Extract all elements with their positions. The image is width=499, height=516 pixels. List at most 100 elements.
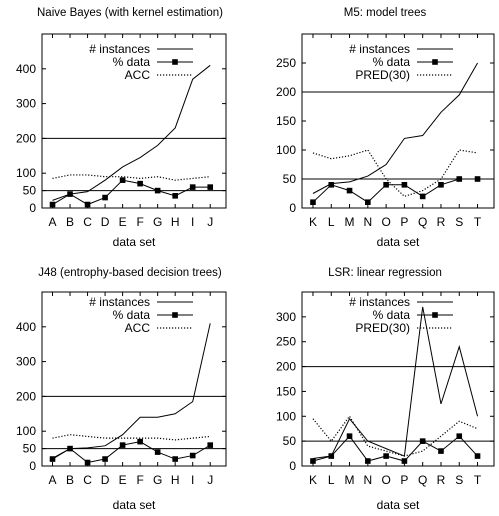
legend-swatch-marker — [172, 312, 178, 318]
data-point — [137, 180, 143, 187]
series-line-1 — [52, 179, 211, 206]
x-tick-label: D — [101, 215, 110, 229]
legend-entry-label: % data — [373, 308, 411, 322]
y-tick-label: 150 — [276, 384, 296, 398]
series-line-2 — [52, 174, 211, 181]
series-line-1 — [312, 435, 478, 462]
data-point — [383, 182, 389, 188]
data-point — [346, 187, 353, 194]
y-tick-label: 200 — [16, 131, 36, 145]
chart-panel-2: M5: model trees 0 50 100 150 200 250 K L M N O P Q R S T… — [276, 7, 495, 249]
y-tick-label: 250 — [276, 335, 296, 349]
series-line-0 — [312, 306, 479, 460]
series-line-1 — [312, 178, 478, 203]
data-point — [383, 453, 389, 459]
legend-entry-label: PRED(30) — [355, 321, 410, 335]
x-tick-label: J — [207, 473, 213, 487]
x-tick-label: F — [136, 473, 143, 487]
y-tick-label: 0 — [289, 459, 296, 473]
data-layer — [310, 306, 481, 464]
y-tick-label: 300 — [16, 97, 36, 111]
y-tick-label: 50 — [23, 184, 37, 198]
y-tick-label: 50 — [283, 172, 297, 186]
data-point — [84, 459, 91, 466]
data-point — [328, 182, 335, 188]
x-tick-label: Q — [418, 215, 427, 229]
data-point — [474, 453, 481, 459]
chart-panel-4: LSR: linear regression 0 50 100 150 200 250 300… — [276, 267, 495, 512]
legend-entry-label: % data — [113, 55, 151, 69]
data-point — [154, 449, 161, 455]
series-line-0 — [52, 64, 211, 201]
series-line-0 — [52, 323, 211, 459]
legend-entry-label: # instances — [349, 42, 410, 56]
data-point — [438, 448, 444, 454]
chart-title: J48 (entrophy-based decision trees) — [38, 267, 222, 279]
data-point — [172, 456, 178, 462]
data-point — [365, 458, 371, 464]
chart-panel-3: J48 (entrophy-based decision trees) 0 50 10… — [16, 267, 227, 512]
data-point — [189, 452, 196, 459]
x-tick-label: G — [153, 215, 162, 229]
y-tick-label: 200 — [276, 85, 296, 99]
y-tick-label: 100 — [16, 166, 36, 180]
y-tick-label: 400 — [16, 320, 36, 334]
x-axis-label: data set — [113, 498, 156, 512]
x-tick-label: I — [191, 215, 194, 229]
x-tick-label: L — [328, 473, 335, 487]
data-point — [419, 193, 426, 200]
data-point — [137, 438, 143, 445]
data-point — [102, 194, 108, 201]
y-tick-label: 400 — [16, 62, 36, 76]
chart-panel-1: Naive Bayes (with kernel estimation) 0 50 1… — [16, 7, 227, 249]
x-tick-label: S — [455, 215, 463, 229]
data-point — [49, 456, 56, 462]
x-tick-label: K — [309, 215, 317, 229]
data-point — [119, 177, 126, 183]
x-tick-label: P — [400, 215, 408, 229]
data-point — [119, 442, 126, 448]
data-point — [456, 433, 463, 439]
legend-swatch-marker — [172, 59, 178, 65]
x-tick-label: O — [381, 473, 390, 487]
plot-frame — [301, 291, 495, 467]
x-axis-label: data set — [377, 498, 420, 512]
chart-title: M5: model trees — [344, 7, 427, 19]
data-point — [67, 445, 73, 452]
y-tick-label: 0 — [29, 459, 36, 473]
x-tick-label: D — [101, 473, 110, 487]
data-point — [438, 182, 444, 188]
plot-frame — [41, 33, 227, 209]
x-tick-label: M — [345, 473, 355, 487]
x-tick-label: L — [328, 215, 335, 229]
legend-swatch-marker — [432, 312, 438, 318]
plot-frame — [41, 291, 227, 467]
data-point — [207, 442, 214, 448]
data-point — [401, 458, 408, 464]
data-point — [474, 176, 481, 182]
data-point — [365, 199, 371, 205]
legend-swatch-marker — [432, 59, 438, 65]
x-axis-label: data set — [377, 235, 420, 249]
y-tick-label: 100 — [276, 143, 296, 157]
y-tick-label: 0 — [29, 201, 36, 215]
y-tick-label: 0 — [289, 201, 296, 215]
x-tick-label: A — [49, 215, 57, 229]
x-tick-label: C — [83, 215, 92, 229]
data-layer — [49, 323, 214, 466]
data-point — [310, 199, 316, 205]
series-line-2 — [312, 415, 478, 457]
data-point — [154, 187, 161, 194]
chart-title: Naive Bayes (with kernel estimation) — [37, 7, 223, 19]
x-tick-label: G — [153, 473, 162, 487]
x-tick-label: T — [474, 215, 482, 229]
x-tick-label: P — [400, 473, 408, 487]
legend-entry-label: ACC — [125, 68, 151, 82]
legend-entry-label: % data — [113, 308, 151, 322]
data-point — [401, 182, 408, 188]
x-tick-label: S — [455, 473, 463, 487]
